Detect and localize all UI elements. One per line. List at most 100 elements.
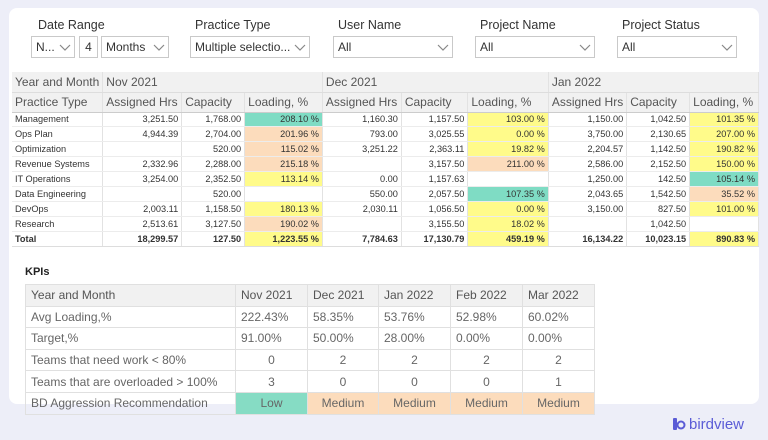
kpi-value: 0: [378, 370, 451, 393]
capacity-cell: 3,127.50: [181, 216, 246, 232]
date-range-unit-select[interactable]: Months: [101, 36, 169, 58]
capacity-cell: 1,042.50: [626, 112, 691, 128]
table-row: Revenue Systems 2,332.96 2,288.00 215.18 % 3…: [12, 156, 759, 173]
capacity-cell: 1,157.63: [401, 171, 469, 187]
practice-type-select[interactable]: Multiple selectio...: [190, 36, 310, 58]
assigned-hrs-cell: [322, 156, 402, 173]
loading-cell: 150.00 %: [689, 156, 759, 173]
column-header: Assigned Hrs: [322, 92, 402, 113]
capacity-cell: 520.00: [181, 141, 246, 158]
practice-type-cell: IT Operations: [12, 171, 104, 187]
project-name-filter: Project Name: [477, 16, 556, 34]
row-header-year-month: Year and Month: [12, 72, 104, 93]
kpi-value: 58.35%: [307, 305, 379, 329]
loading-cell: 115.02 %: [244, 141, 323, 158]
assigned-hrs-cell: 18,299.57: [102, 231, 183, 247]
chevron-down-icon: [294, 42, 306, 52]
column-header: Loading, %: [467, 92, 549, 113]
loading-cell: 208.10 %: [244, 112, 323, 128]
date-range-mode-select[interactable]: N...: [31, 36, 75, 58]
user-name-label: User Name: [338, 18, 402, 32]
loading-cell: 107.35 %: [467, 186, 549, 202]
capacity-cell: 142.50: [626, 171, 691, 187]
date-range-count-input[interactable]: 4: [79, 36, 98, 58]
kpi-column-header: Mar 2022: [522, 284, 595, 307]
chevron-down-icon: [721, 42, 733, 52]
practice-type-cell: Management: [12, 112, 104, 128]
kpi-table: Year and Month Nov 2021 Dec 2021 Jan 2022 Fe…: [25, 284, 595, 415]
kpi-value: 2: [450, 348, 523, 372]
practice-type-filter: Practice Type: [192, 16, 271, 34]
chevron-down-icon: [579, 42, 591, 52]
assigned-hrs-cell: 3,251.50: [102, 112, 183, 128]
month-header: Jan 2022: [548, 72, 760, 93]
loading-cell: 0.00 %: [467, 201, 549, 217]
practice-type-value: Multiple selectio...: [195, 40, 291, 54]
kpi-column-header: Nov 2021: [235, 284, 308, 307]
kpis-title: KPIs: [25, 266, 50, 278]
kpi-row: Target,% 91.00% 50.00% 28.00% 0.00% 0.00%: [25, 327, 595, 350]
kpi-value: 0: [450, 370, 523, 393]
loading-cell: 105.14 %: [689, 171, 759, 187]
loading-cell: [467, 171, 549, 187]
capacity-cell: 10,023.15: [626, 231, 691, 247]
kpi-label: BD Aggression Recommendation: [25, 391, 236, 415]
kpi-value: 91.00%: [235, 327, 308, 350]
assigned-hrs-cell: [102, 141, 183, 158]
date-range-label: Date Range: [38, 18, 105, 32]
kpi-value: Medium: [450, 391, 523, 415]
assigned-hrs-cell: 16,134.22: [548, 231, 628, 247]
capacity-cell: 1,157.50: [401, 112, 469, 128]
loading-cell: 0.00 %: [467, 126, 549, 143]
capacity-cell: 520.00: [181, 186, 246, 202]
kpi-value: 60.02%: [522, 305, 595, 329]
month-header: Nov 2021: [102, 72, 323, 93]
capacity-cell: 3,157.50: [401, 156, 469, 173]
assigned-hrs-cell: 2,513.61: [102, 216, 183, 232]
capacity-cell: 1,158.50: [181, 201, 246, 217]
user-name-select[interactable]: All: [333, 36, 453, 58]
assigned-hrs-cell: 1,150.00: [548, 112, 628, 128]
birdview-logo: birdview: [672, 415, 744, 433]
kpi-label: Teams that need work < 80%: [25, 348, 236, 372]
capacity-cell: 2,352.50: [181, 171, 246, 187]
assigned-hrs-cell: 550.00: [322, 186, 402, 202]
table-row: DevOps 2,003.11 1,158.50 180.13 % 2,030.11 1,…: [12, 201, 759, 217]
project-status-filter: Project Status: [619, 16, 700, 34]
kpi-value: 53.76%: [378, 305, 451, 329]
kpi-value: 0: [307, 370, 379, 393]
kpi-label: Avg Loading,%: [25, 305, 236, 329]
column-header: Loading, %: [244, 92, 323, 113]
assigned-hrs-cell: 3,254.00: [102, 171, 183, 187]
kpi-row: BD Aggression Recommendation Low Medium Med…: [25, 391, 595, 415]
kpi-value: 0.00%: [450, 327, 523, 350]
kpi-row: Teams that need work < 80% 0 2 2 2 2: [25, 348, 595, 372]
kpi-label: Target,%: [25, 327, 236, 350]
kpi-label: Teams that are overloaded > 100%: [25, 370, 236, 393]
table-row: Ops Plan 4,944.39 2,704.00 201.96 % 793.00 3,…: [12, 126, 759, 143]
table-row: Management 3,251.50 1,768.00 208.10 % 1,160.…: [12, 112, 759, 128]
kpi-value: 2: [307, 348, 379, 372]
project-status-label: Project Status: [622, 18, 700, 32]
kpi-column-header: Feb 2022: [450, 284, 523, 307]
project-status-select[interactable]: All: [617, 36, 737, 58]
kpi-value: Low: [235, 391, 308, 415]
loading-cell: [689, 216, 759, 232]
row-header-practice-type: Practice Type: [12, 92, 104, 113]
assigned-hrs-cell: 1,160.30: [322, 112, 402, 128]
loading-cell: 211.00 %: [467, 156, 549, 173]
kpi-column-header: Year and Month: [25, 284, 236, 307]
kpi-value: 52.98%: [450, 305, 523, 329]
kpi-row: Avg Loading,% 222.43% 58.35% 53.76% 52.98% 60…: [25, 305, 595, 329]
capacity-cell: 2,363.11: [401, 141, 469, 158]
loading-cell: 19.82 %: [467, 141, 549, 158]
project-name-select[interactable]: All: [475, 36, 595, 58]
assigned-hrs-cell: 2,204.57: [548, 141, 628, 158]
loading-cell: 190.82 %: [689, 141, 759, 158]
kpi-header-row: Year and Month Nov 2021 Dec 2021 Jan 2022 Fe…: [25, 284, 595, 307]
loading-cell: 207.00 %: [689, 126, 759, 143]
kpi-value: Medium: [307, 391, 379, 415]
assigned-hrs-cell: 7,784.63: [322, 231, 402, 247]
kpi-value: 28.00%: [378, 327, 451, 350]
assigned-hrs-cell: 2,332.96: [102, 156, 183, 173]
